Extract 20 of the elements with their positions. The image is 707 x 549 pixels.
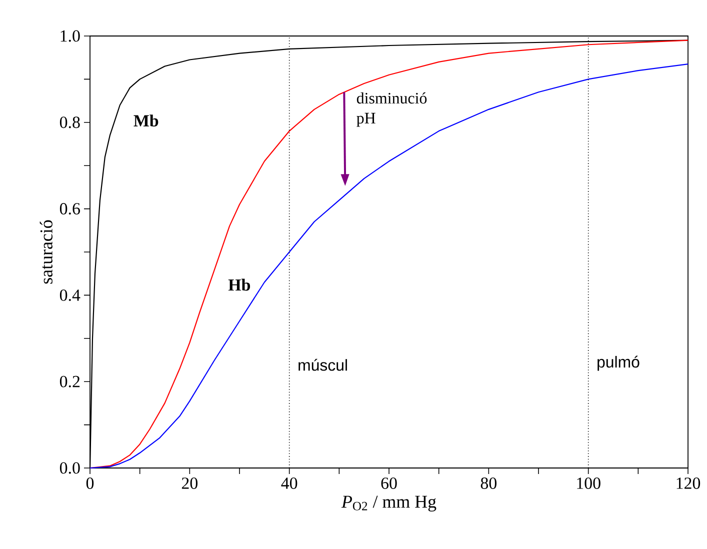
x-tick-label: 80 bbox=[480, 478, 496, 489]
y-tick-label: 0.6 bbox=[60, 203, 80, 215]
annotation: disminució pH bbox=[356, 92, 427, 127]
y-tick-label: 0.4 bbox=[60, 289, 80, 301]
series-label: Hb bbox=[228, 278, 250, 291]
y-axis-title: saturació bbox=[40, 220, 52, 284]
x-tick-label: 0 bbox=[86, 478, 94, 489]
series-label: Mb bbox=[134, 114, 158, 127]
ref-line-label: múscul bbox=[298, 358, 347, 371]
y-tick-label: 0.8 bbox=[60, 116, 80, 128]
y-tick-label: 0.2 bbox=[60, 376, 80, 388]
x-tick-label: 40 bbox=[281, 478, 298, 489]
x-tick-label: 120 bbox=[676, 478, 700, 489]
x-tick-label: 100 bbox=[577, 478, 600, 489]
x-axis-title: P$_{O2}$ / mm Hg bbox=[341, 496, 436, 512]
x-tick-label: 60 bbox=[381, 478, 397, 489]
y-tick-label: 1.0 bbox=[60, 30, 80, 42]
y-tick-label: 0.0 bbox=[60, 462, 80, 474]
ref-line-label: pulmó bbox=[598, 356, 640, 371]
x-tick-label: 20 bbox=[182, 478, 198, 489]
